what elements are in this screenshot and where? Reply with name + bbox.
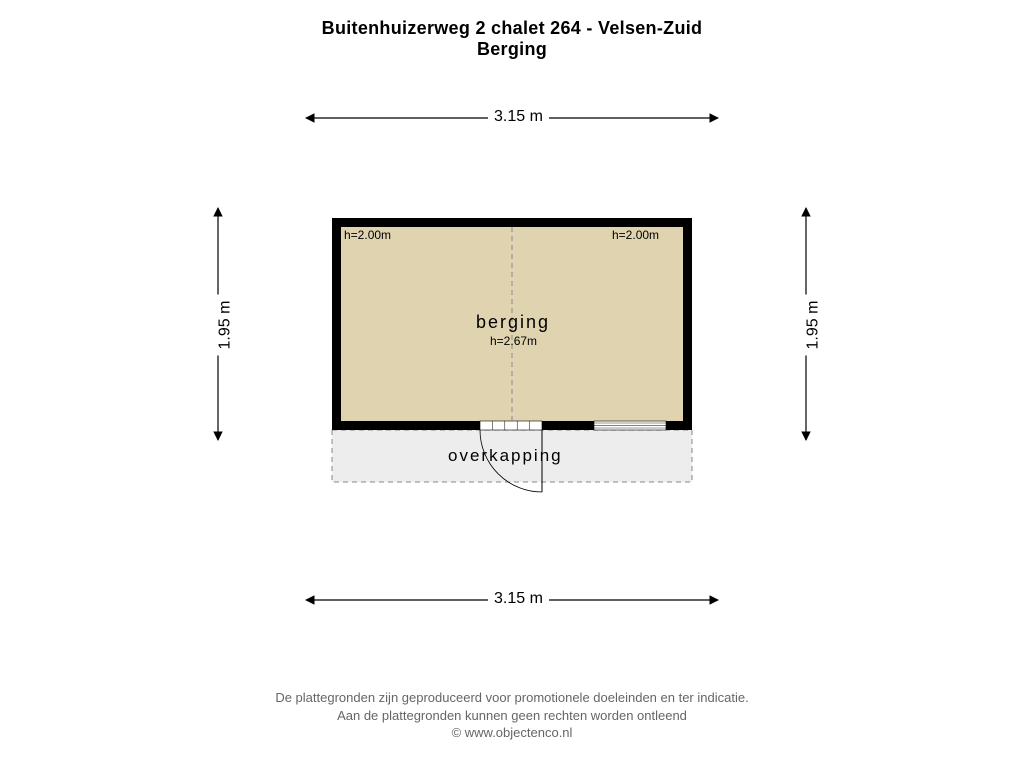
footer: De plattegronden zijn geproduceerd voor … xyxy=(0,689,1024,742)
eave-left-label: h=2.00m xyxy=(344,228,391,242)
dim-top-label: 3.15 m xyxy=(488,108,549,126)
dim-right-label: 1.95 m xyxy=(804,295,822,356)
overkapping-label: overkapping xyxy=(448,446,563,466)
dim-bottom-label: 3.15 m xyxy=(488,590,549,608)
room-name-label: berging xyxy=(476,312,550,333)
footer-line2: Aan de plattegronden kunnen geen rechten… xyxy=(0,707,1024,725)
footer-line3: © www.objectenco.nl xyxy=(0,724,1024,742)
footer-line1: De plattegronden zijn geproduceerd voor … xyxy=(0,689,1024,707)
eave-right-label: h=2.00m xyxy=(612,228,659,242)
ridge-height-label: h=2.67m xyxy=(490,334,537,348)
dim-left-label: 1.95 m xyxy=(216,295,234,356)
